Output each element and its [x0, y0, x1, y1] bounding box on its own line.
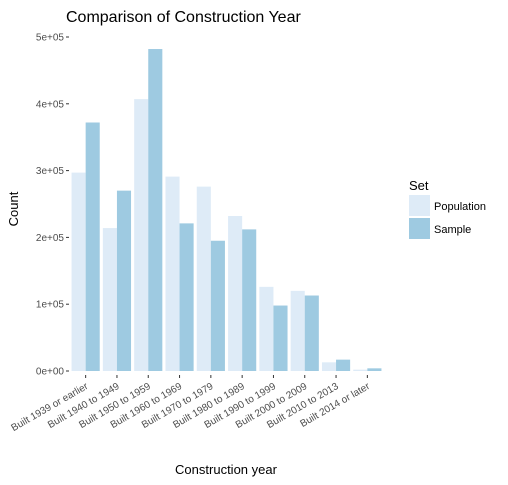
bar-sample [116, 190, 132, 371]
y-tick-label: 0e+00 [36, 367, 65, 378]
x-axis-title: Construction year [175, 462, 278, 477]
y-axis-title: Count [6, 191, 21, 226]
bar-sample [367, 368, 382, 371]
bar-population [134, 99, 149, 372]
bar-sample [336, 359, 351, 371]
bar-population [259, 286, 274, 371]
bar-population [102, 228, 117, 371]
y-tick-label: 4e+05 [36, 99, 65, 110]
bars [71, 49, 382, 372]
bar-sample [148, 49, 163, 372]
bar-population [165, 176, 180, 371]
legend-title: Set [409, 178, 429, 193]
bar-population [196, 186, 211, 371]
bar-sample [179, 223, 194, 371]
y-tick-label: 2e+05 [36, 233, 65, 244]
legend-label: Sample [434, 224, 471, 236]
y-tick-label: 3e+05 [36, 166, 65, 177]
legend-label: Population [434, 201, 486, 213]
y-axis: 0e+00 1e+05 2e+05 3e+05 4e+05 5e+05 [36, 33, 69, 378]
bar-sample [304, 295, 319, 371]
legend-key-sample [409, 218, 430, 239]
y-tick-label: 1e+05 [36, 300, 65, 311]
y-tick-label: 5e+05 [36, 33, 65, 44]
plot-area: 0e+00 1e+05 2e+05 3e+05 4e+05 5e+05 Built 193… [10, 33, 382, 434]
bar-population [321, 362, 337, 371]
bar-population [353, 369, 368, 371]
bar-population [228, 216, 243, 371]
bar-sample [85, 122, 100, 371]
bar-sample [210, 240, 225, 371]
legend: Set Population Sample [409, 178, 486, 239]
bar-population [290, 290, 305, 371]
bar-population [71, 172, 86, 371]
bar-sample [273, 305, 288, 371]
bar-sample [242, 229, 257, 371]
legend-key-population [409, 195, 430, 216]
chart-title: Comparison of Construction Year [66, 9, 301, 26]
